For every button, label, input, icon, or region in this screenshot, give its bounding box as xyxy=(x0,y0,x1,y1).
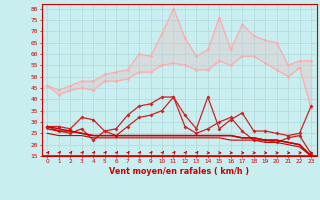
X-axis label: Vent moyen/en rafales ( km/h ): Vent moyen/en rafales ( km/h ) xyxy=(109,167,249,176)
